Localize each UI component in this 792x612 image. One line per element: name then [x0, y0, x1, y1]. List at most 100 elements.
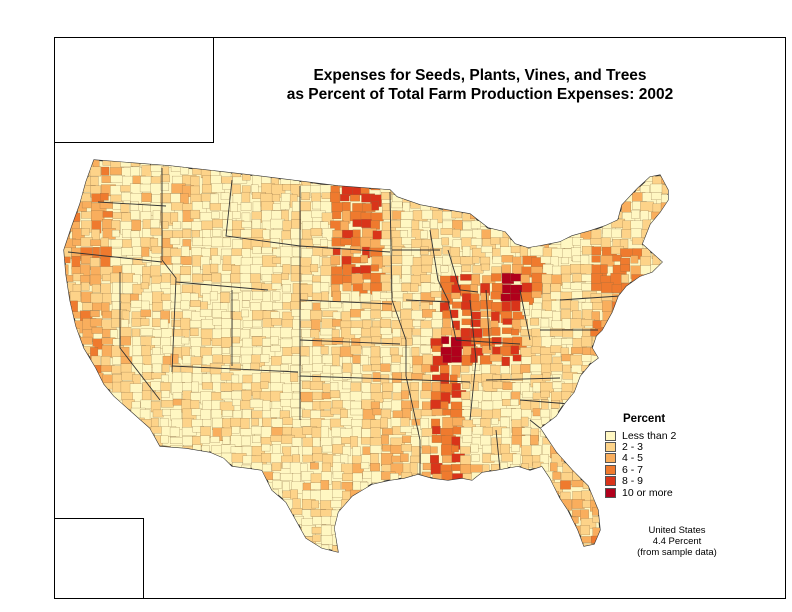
county-patch [570, 392, 584, 403]
county-patch [501, 255, 514, 263]
county-patch [171, 488, 181, 496]
county-patch [532, 174, 547, 185]
county-patch [101, 166, 110, 176]
county-patch [291, 167, 303, 181]
county-patch [540, 509, 556, 521]
county-patch [330, 382, 339, 392]
county-patch [570, 221, 585, 235]
county-patch [422, 462, 433, 471]
summary-source: (from sample data) [637, 547, 717, 558]
county-patch [311, 292, 322, 301]
county-patch [261, 516, 274, 526]
county-patch [230, 356, 240, 364]
county-patch [310, 228, 322, 237]
county-patch [451, 516, 464, 529]
county-patch [100, 498, 115, 510]
county-patch [280, 554, 293, 566]
county-patch [532, 192, 542, 203]
county-patch [571, 160, 586, 169]
county-patch [621, 346, 630, 360]
summary-percent: 4.4 Percent [652, 536, 702, 547]
county-patch [72, 464, 82, 473]
county-patch [501, 301, 511, 312]
county-patch [612, 301, 626, 315]
county-patch [522, 473, 533, 480]
county-patch [432, 425, 441, 435]
county-patch [131, 463, 145, 476]
county-patch [650, 219, 661, 231]
county-patch [402, 166, 418, 176]
county-patch [420, 191, 435, 204]
county-patch [180, 464, 189, 475]
county-patch [510, 508, 519, 516]
county-patch [480, 418, 491, 428]
county-patch [512, 354, 522, 362]
county-patch [650, 293, 660, 306]
county-patch [200, 160, 214, 166]
county-patch [250, 273, 261, 284]
legend-label: 6 - 7 [622, 463, 644, 476]
county-patch [453, 553, 463, 564]
county-patch [602, 500, 612, 511]
county-patch [662, 354, 668, 368]
county-patch [391, 160, 404, 170]
county-patch [300, 293, 309, 301]
county-patch [642, 400, 653, 414]
county-patch [521, 427, 532, 435]
county-patch [131, 499, 143, 510]
county-patch [332, 211, 342, 220]
county-patch [380, 525, 391, 538]
county-patch [181, 337, 190, 345]
county-patch [161, 473, 169, 482]
county-patch [650, 230, 663, 238]
county-patch [481, 229, 492, 240]
county-patch [221, 273, 231, 283]
county-patch [561, 391, 573, 401]
county-patch [660, 273, 668, 282]
county-patch [90, 310, 100, 318]
county-patch [370, 525, 380, 536]
county-patch [391, 166, 403, 174]
county-patch [350, 345, 362, 355]
county-patch [420, 542, 429, 552]
county-patch [270, 489, 279, 502]
county-patch [270, 525, 282, 535]
county-patch [121, 417, 129, 428]
county-patch [441, 527, 451, 537]
county-patch [501, 192, 510, 203]
county-patch [71, 482, 80, 492]
county-patch [461, 399, 471, 407]
county-patch [380, 160, 392, 168]
county-patch [410, 201, 422, 209]
county-patch [601, 282, 614, 293]
county-patch [101, 390, 112, 401]
county-patch [142, 498, 157, 510]
county-patch [102, 437, 112, 447]
county-patch [621, 184, 633, 193]
county-patch [631, 500, 645, 508]
county-patch [632, 373, 645, 386]
county-patch [510, 518, 521, 529]
county-patch [500, 527, 510, 538]
county-patch [489, 354, 503, 362]
county-patch [230, 255, 243, 266]
county-patch [631, 337, 642, 346]
county-patch [479, 175, 493, 183]
county-patch [342, 381, 352, 390]
county-patch [490, 291, 502, 300]
county-patch [350, 194, 360, 202]
county-patch [370, 401, 380, 409]
county-patch [300, 167, 311, 180]
county-patch [542, 193, 553, 205]
county-patch [470, 210, 483, 219]
county-patch [581, 193, 597, 201]
county-patch [661, 212, 668, 225]
county-patch [402, 500, 418, 513]
county-patch [501, 482, 513, 490]
county-patch [161, 221, 169, 229]
county-patch [541, 517, 552, 529]
county-patch [210, 436, 220, 443]
county-patch [482, 499, 497, 508]
county-patch [580, 446, 596, 459]
county-patch [340, 238, 353, 246]
